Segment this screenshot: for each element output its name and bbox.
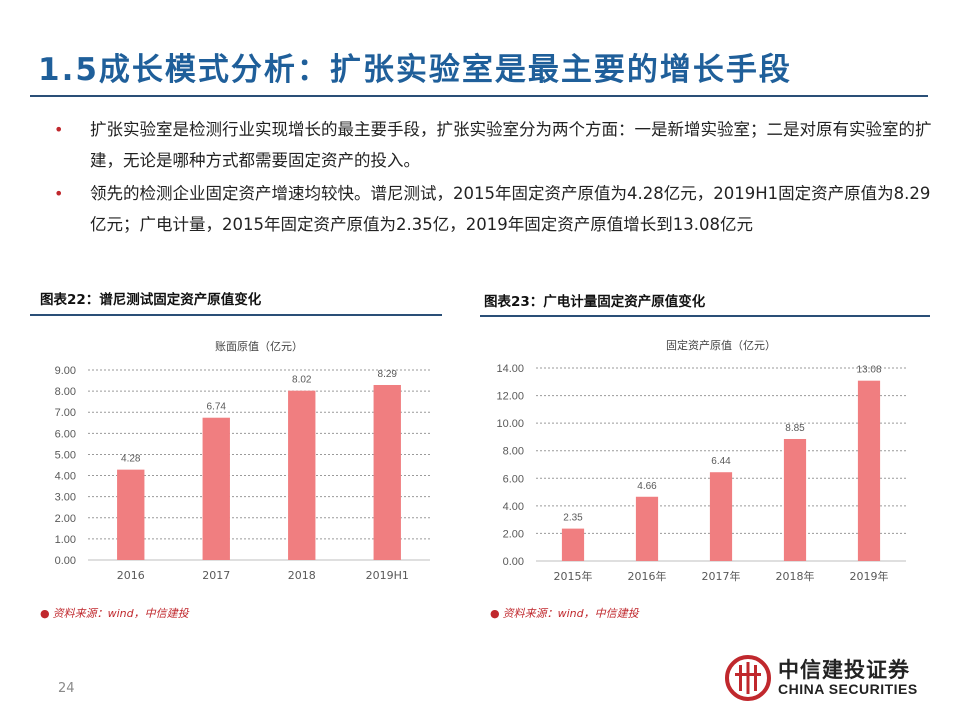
bullet-dot-icon: •	[54, 120, 64, 139]
bar-chart-grg: 固定资产原值（亿元） 0.00 2.00 4.00 6.00 8.00 10.00 12.00…	[496, 338, 906, 583]
y-tick-label: 0.00	[55, 555, 76, 567]
x-tick-label: 2015年	[554, 569, 593, 583]
y-tick-label: 1.00	[55, 534, 76, 546]
bullet-dot-icon: •	[54, 184, 64, 203]
bar	[783, 438, 807, 561]
source-text: 资料来源：wind，中信建投	[52, 607, 189, 620]
bar	[202, 417, 230, 560]
bar	[561, 528, 585, 561]
x-tick-label: 2019年	[850, 569, 889, 583]
y-tick-label: 0.00	[503, 556, 524, 568]
data-label: 6.74	[207, 402, 227, 413]
y-tick-label: 3.00	[55, 492, 76, 504]
figure-caption: 图表22：谱尼测试固定资产原值变化	[40, 292, 262, 308]
data-label: 4.66	[637, 481, 657, 492]
x-tick-label: 2018年	[776, 569, 815, 583]
x-tick-label: 2017年	[702, 569, 741, 583]
bar	[288, 390, 316, 560]
source-dot-icon: ●	[490, 607, 500, 620]
data-label: 8.02	[292, 375, 312, 386]
y-tick-label: 2.00	[55, 513, 76, 525]
y-tick-label: 8.00	[55, 386, 76, 398]
y-tick-label: 6.00	[503, 473, 524, 485]
y-tick-label: 4.00	[55, 471, 76, 483]
data-label: 13.08	[856, 365, 881, 376]
data-label: 8.85	[785, 423, 805, 434]
y-tick-label: 5.00	[55, 449, 76, 461]
data-label: 2.35	[563, 513, 583, 524]
y-tick-label: 12.00	[496, 391, 524, 403]
page-number: 24	[58, 681, 75, 696]
figure-caption-rule	[480, 315, 930, 317]
china-securities-logo-icon	[725, 655, 771, 701]
y-tick-label: 7.00	[55, 407, 76, 419]
bullet-text: 领先的检测企业固定资产增速均较快。谱尼测试，2015年固定资产原值为4.28亿元…	[90, 184, 931, 234]
figure-source: ● 资料来源：wind，中信建投	[490, 605, 639, 621]
bar	[635, 496, 659, 561]
title-divider	[30, 95, 928, 97]
data-label: 8.29	[378, 369, 398, 380]
logo-text-cn: 中信建投证券	[778, 658, 910, 682]
bullet-text: 扩张实验室是检测行业实现增长的最主要手段，扩张实验室分为两个方面：一是新增实验室…	[90, 120, 932, 170]
chart-title: 固定资产原值（亿元）	[666, 338, 776, 352]
data-label: 6.44	[711, 456, 731, 467]
source-text: 资料来源：wind，中信建投	[502, 607, 639, 620]
y-tick-label: 6.00	[55, 428, 76, 440]
figure-caption: 图表23：广电计量固定资产原值变化	[484, 294, 706, 310]
figure-caption-rule	[30, 314, 442, 316]
y-tick-label: 4.00	[503, 501, 524, 513]
y-tick-label: 8.00	[503, 446, 524, 458]
company-logo: 中信建投证券 CHINA SECURITIES	[724, 652, 924, 704]
figure-source: ● 资料来源：wind，中信建投	[40, 605, 189, 621]
y-tick-label: 9.00	[55, 365, 76, 377]
bullet-item: • 领先的检测企业固定资产增速均较快。谱尼测试，2015年固定资产原值为4.28…	[54, 178, 934, 240]
x-tick-label: 2017	[202, 569, 230, 582]
slide-title: 1.5成长模式分析：扩张实验室是最主要的增长手段	[38, 52, 792, 88]
logo-text-en: CHINA SECURITIES	[778, 681, 918, 697]
bar	[117, 469, 145, 560]
y-tick-label: 2.00	[503, 528, 524, 540]
y-tick-label: 10.00	[496, 418, 524, 430]
data-label: 4.28	[121, 454, 141, 465]
bar	[373, 384, 401, 560]
bar	[857, 380, 881, 561]
chart-title: 账面原值（亿元）	[215, 340, 303, 353]
bar	[709, 472, 733, 561]
source-dot-icon: ●	[40, 607, 50, 620]
x-tick-label: 2016年	[628, 569, 667, 583]
x-tick-label: 2019H1	[366, 569, 409, 582]
x-tick-label: 2016	[117, 569, 145, 582]
bar-chart-puni: 账面原值（亿元） 0.00 1.00 2.00 3.00 4.00 5.00 6.00 7.00…	[55, 340, 430, 582]
bullet-item: • 扩张实验室是检测行业实现增长的最主要手段，扩张实验室分为两个方面：一是新增实…	[54, 114, 934, 176]
y-tick-label: 14.00	[496, 363, 524, 375]
bullet-list: • 扩张实验室是检测行业实现增长的最主要手段，扩张实验室分为两个方面：一是新增实…	[54, 114, 934, 242]
x-tick-label: 2018	[288, 569, 316, 582]
